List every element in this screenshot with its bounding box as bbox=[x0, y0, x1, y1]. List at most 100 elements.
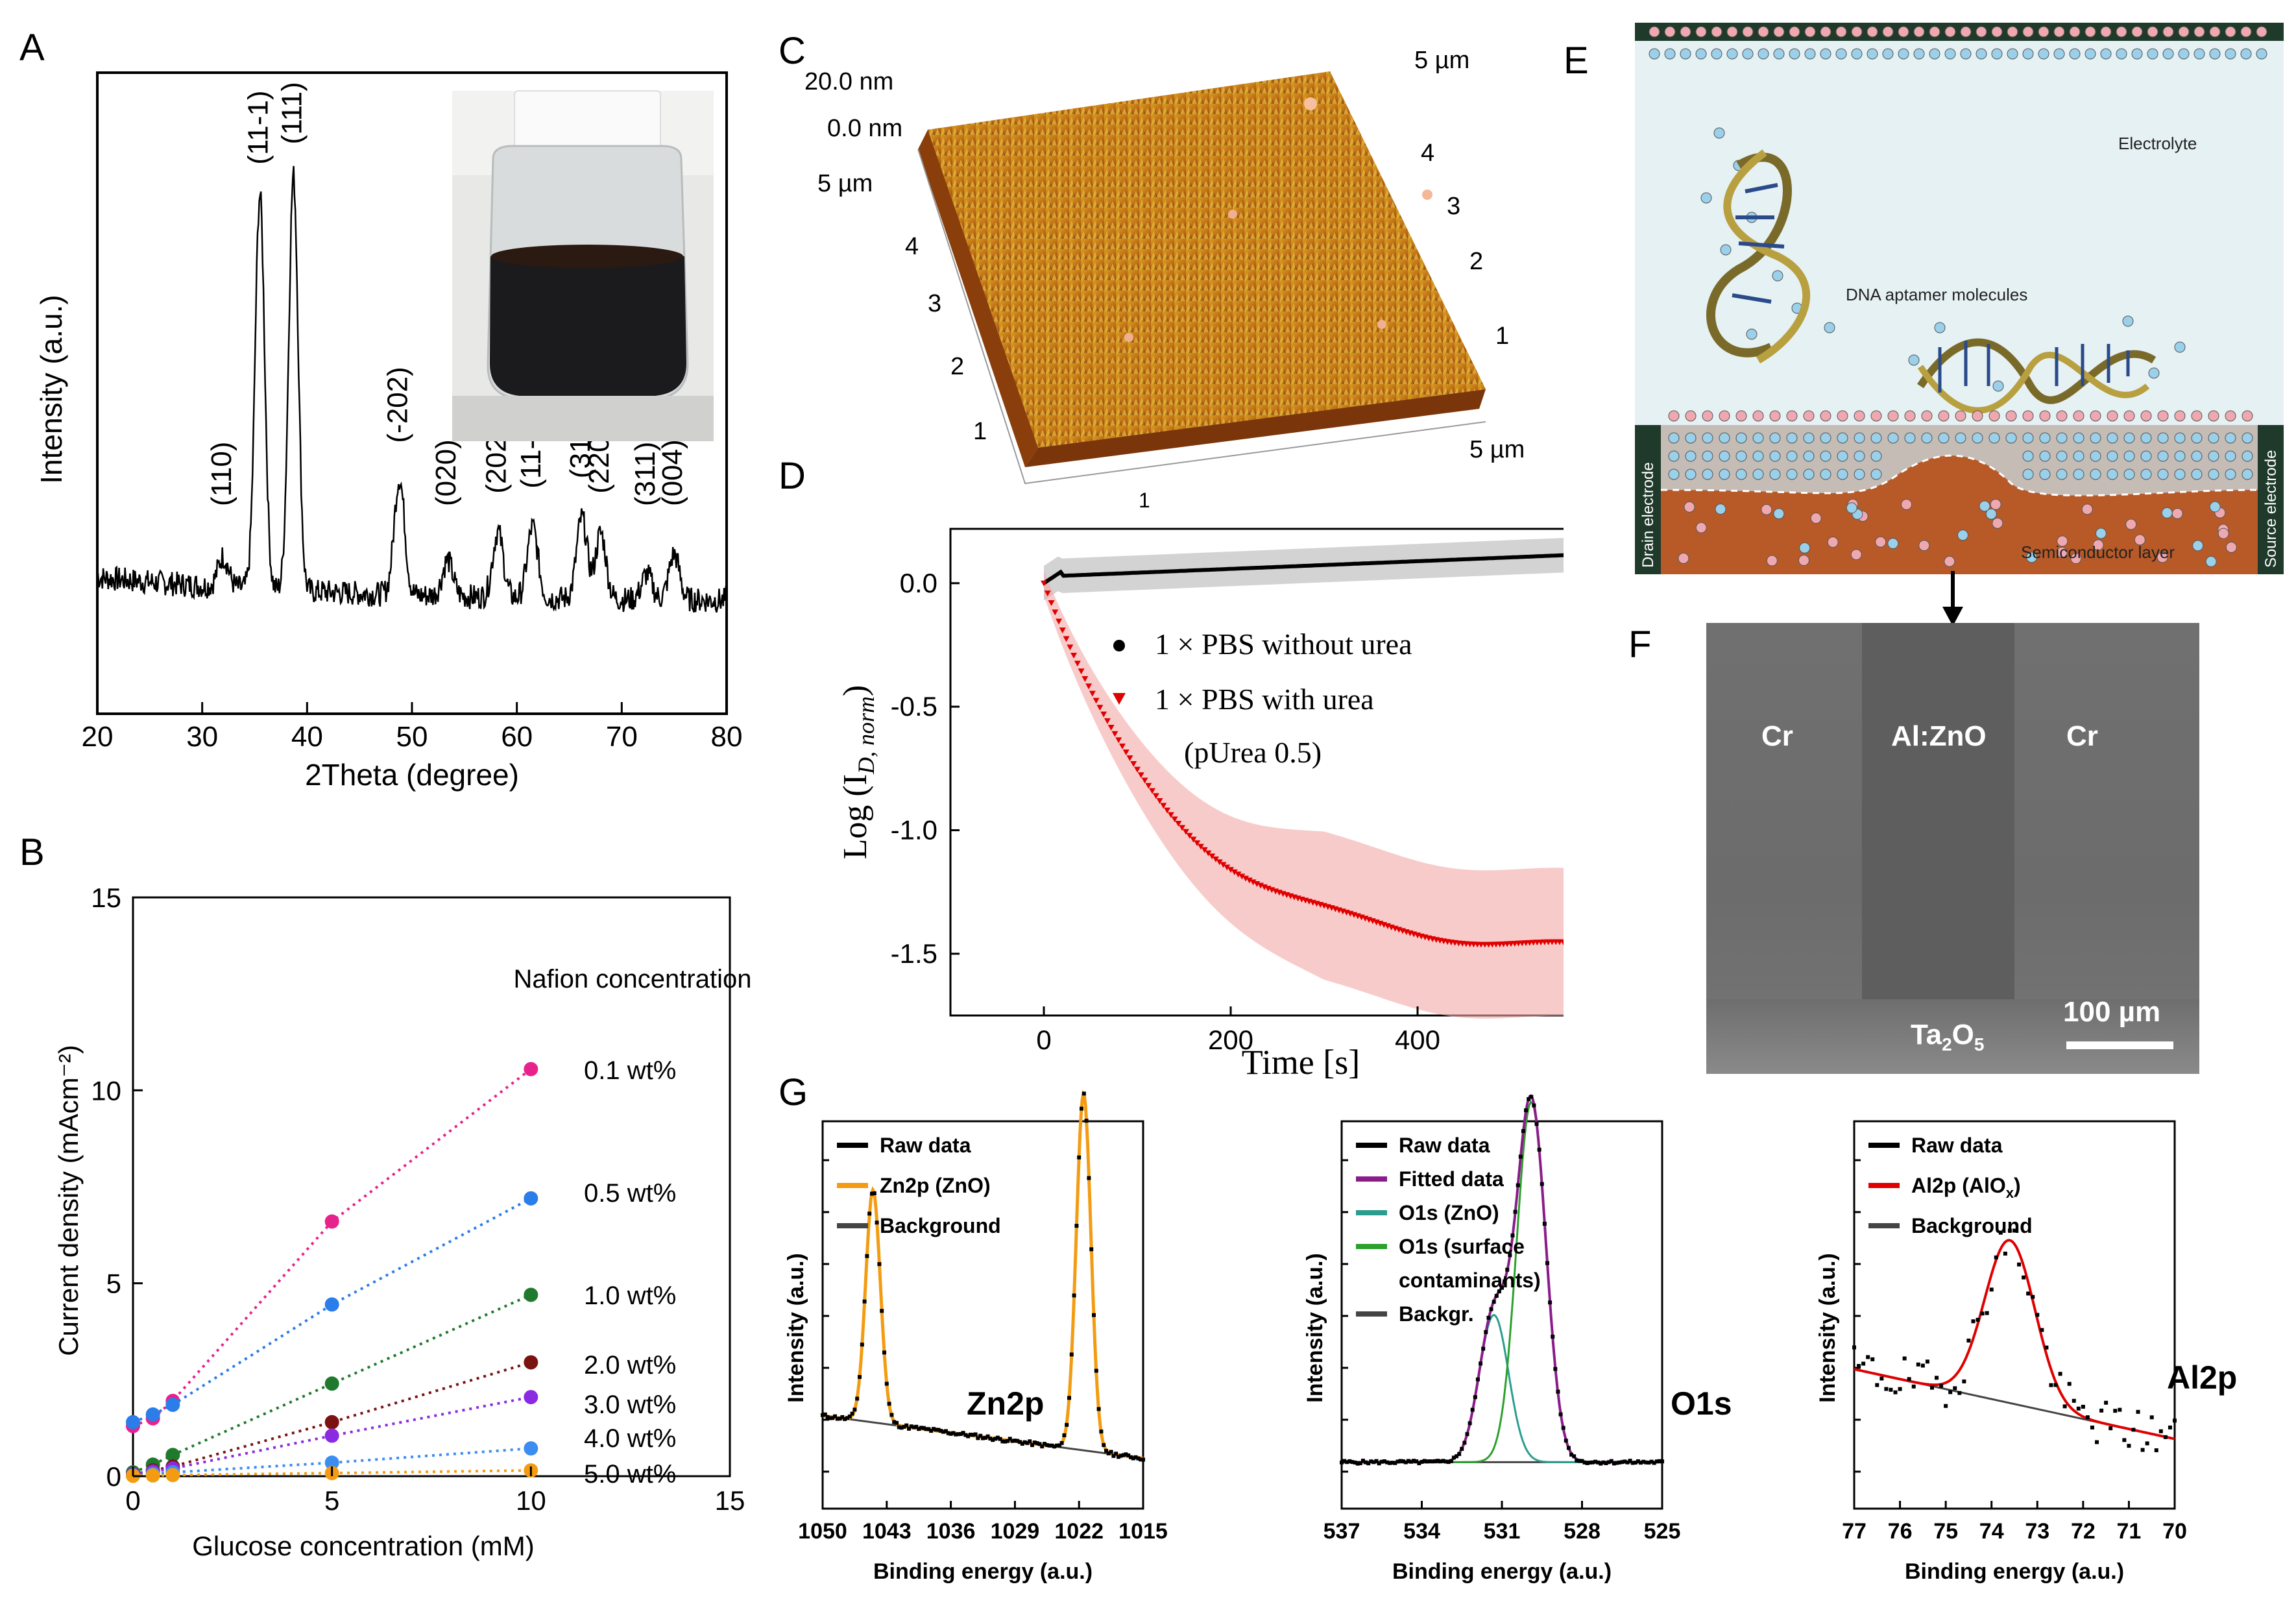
panel-letter-g: G bbox=[779, 1071, 808, 1113]
ion-icon bbox=[1976, 26, 1987, 38]
xps-raw-point bbox=[934, 1428, 938, 1432]
xps-raw-point bbox=[956, 1432, 960, 1437]
series-point bbox=[324, 1376, 339, 1391]
ion-icon bbox=[1827, 537, 1839, 548]
xps-ylabel: Intensity (a.u.) bbox=[1303, 1253, 1327, 1402]
red-marker bbox=[1070, 652, 1078, 659]
current-ytick-label: 0 bbox=[106, 1461, 121, 1492]
ion-icon bbox=[2122, 315, 2134, 327]
xps-raw-point bbox=[1043, 1442, 1046, 1446]
log-xtick-label: 200 bbox=[1208, 1025, 1253, 1055]
ion-icon bbox=[2095, 528, 2107, 539]
xps-raw-point bbox=[983, 1435, 987, 1440]
xps-legend-close: ) bbox=[2014, 1174, 2021, 1197]
ion-icon bbox=[1752, 468, 1764, 480]
xps-raw-point bbox=[1430, 1459, 1434, 1464]
xps-raw-point bbox=[1468, 1421, 1472, 1426]
xps-raw-point bbox=[1889, 1387, 1893, 1392]
xps-raw-point bbox=[1980, 1311, 1985, 1316]
ion-icon bbox=[2022, 432, 2034, 444]
afm-z-top: 20.0 nm bbox=[804, 68, 893, 95]
ion-icon bbox=[2107, 410, 2118, 422]
xps-raw-point bbox=[1133, 1455, 1138, 1459]
xps-xtick-label: 70 bbox=[2162, 1519, 2187, 1544]
ion-icon bbox=[1789, 48, 1800, 60]
xps-raw-point bbox=[1976, 1317, 1980, 1322]
ion-icon bbox=[1944, 48, 1956, 60]
xps-raw-point bbox=[1898, 1387, 1902, 1391]
ion-icon bbox=[2056, 468, 2068, 480]
xps-raw-point bbox=[1513, 1210, 1517, 1214]
xps-raw-point bbox=[1920, 1363, 1925, 1368]
xps-raw-point bbox=[1649, 1459, 1654, 1464]
xps-raw-point bbox=[924, 1427, 928, 1431]
ion-icon bbox=[1979, 500, 1990, 512]
xps-raw-point bbox=[1417, 1461, 1421, 1466]
ion-icon bbox=[2157, 468, 2169, 480]
ion-icon bbox=[1810, 513, 1822, 524]
series-point bbox=[145, 1407, 160, 1422]
xps-legend-sub: x bbox=[2006, 1185, 2014, 1201]
xps-raw-point bbox=[889, 1413, 894, 1417]
xps-raw-point bbox=[1870, 1357, 1875, 1361]
xps-raw-point bbox=[2090, 1425, 2094, 1429]
ion-icon bbox=[1680, 26, 1691, 38]
ion-icon bbox=[1837, 410, 1848, 422]
afm-right-3: 3 bbox=[1447, 193, 1460, 220]
red-marker bbox=[1220, 862, 1227, 868]
afm-right-2: 2 bbox=[1469, 248, 1483, 275]
xps-raw-point bbox=[1660, 1459, 1664, 1464]
xps-raw-point bbox=[1585, 1461, 1589, 1465]
xps-raw-point bbox=[914, 1424, 919, 1429]
ion-icon bbox=[1898, 26, 1909, 38]
xps-raw-point bbox=[1388, 1461, 1392, 1465]
xps-raw-point bbox=[1966, 1338, 1971, 1343]
xps-raw-point bbox=[2085, 1415, 2090, 1420]
panel-letter-d: D bbox=[779, 455, 806, 497]
xps-xlabel: Binding energy (a.u.) bbox=[873, 1559, 1093, 1584]
red-marker bbox=[1107, 724, 1115, 731]
afm-corner-5um: 5 µm bbox=[1414, 47, 1469, 74]
xps-raw-point bbox=[2067, 1381, 2072, 1386]
ion-icon bbox=[2225, 541, 2237, 553]
afm-right-4: 4 bbox=[1421, 140, 1434, 167]
ion-icon bbox=[2209, 501, 2221, 513]
xps-legend-label: Background bbox=[1911, 1214, 2033, 1237]
panel-letter-b: B bbox=[19, 831, 45, 873]
series-label: 0.1 wt% bbox=[584, 1056, 676, 1085]
xps-raw-point bbox=[1556, 1389, 1560, 1394]
afm-base-axes bbox=[917, 149, 1486, 485]
ion-icon bbox=[1992, 380, 2004, 392]
xps-raw-point bbox=[1382, 1459, 1386, 1463]
ion-icon bbox=[1758, 26, 1769, 38]
ion-icon bbox=[1960, 48, 1972, 60]
pbs-without-urea-line bbox=[1043, 553, 1564, 585]
xps-raw-point bbox=[2127, 1444, 2131, 1448]
xps-raw-point bbox=[929, 1429, 934, 1433]
xps-raw-point bbox=[1911, 1384, 1916, 1389]
xps-raw-point bbox=[1104, 1448, 1108, 1453]
xps-raw-point bbox=[1884, 1387, 1889, 1391]
series-line bbox=[132, 1469, 531, 1477]
ion-icon bbox=[2217, 528, 2229, 539]
red-marker bbox=[1227, 867, 1234, 873]
xps-raw-point bbox=[1131, 1456, 1135, 1461]
xrd-trace bbox=[96, 165, 728, 613]
ion-icon bbox=[1929, 48, 1940, 60]
ion-icon bbox=[2178, 26, 2190, 38]
ion-icon bbox=[2209, 26, 2221, 38]
xps-raw-point bbox=[2109, 1426, 2113, 1431]
xps-raw-point bbox=[1449, 1459, 1453, 1463]
ion-icon bbox=[1719, 468, 1730, 480]
xps-raw-point bbox=[830, 1416, 835, 1420]
xps-raw-point bbox=[1340, 1460, 1344, 1465]
xps-raw-point bbox=[1126, 1453, 1131, 1458]
xps-raw-point bbox=[904, 1423, 909, 1428]
xps-o1s-chart: 537 534 531 528 525 Binding energy (a.u.) Inte… bbox=[1303, 1094, 1732, 1584]
xps-raw-point bbox=[976, 1436, 980, 1441]
ion-icon bbox=[2131, 48, 2143, 60]
red-marker bbox=[1179, 825, 1186, 831]
xps-raw-point bbox=[1470, 1407, 1475, 1412]
ion-icon bbox=[1803, 432, 1815, 444]
xps-xtick-label: 1036 bbox=[926, 1519, 976, 1544]
